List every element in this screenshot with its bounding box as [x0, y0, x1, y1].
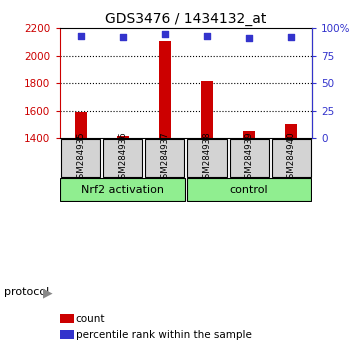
Text: GSM284940: GSM284940 [287, 131, 296, 184]
Bar [201, 81, 213, 138]
Text: protocol: protocol [4, 287, 49, 297]
FancyBboxPatch shape [187, 178, 312, 201]
Bar [285, 124, 297, 138]
FancyBboxPatch shape [61, 139, 100, 177]
Point [246, 35, 252, 41]
Point [78, 33, 83, 39]
Bar [243, 131, 255, 138]
Text: percentile rank within the sample: percentile rank within the sample [76, 330, 252, 339]
Bar [75, 112, 87, 138]
FancyBboxPatch shape [145, 139, 184, 177]
FancyBboxPatch shape [271, 139, 311, 177]
Bar [159, 41, 171, 138]
Point [288, 34, 294, 40]
Text: Nrf2 activation: Nrf2 activation [81, 184, 164, 195]
Text: GSM284939: GSM284939 [245, 132, 253, 184]
Text: ▶: ▶ [43, 287, 52, 299]
Point [120, 34, 126, 40]
Text: count: count [76, 314, 105, 324]
FancyBboxPatch shape [103, 139, 142, 177]
FancyBboxPatch shape [60, 178, 185, 201]
Bar [117, 136, 129, 138]
Text: GSM284935: GSM284935 [76, 131, 85, 184]
FancyBboxPatch shape [230, 139, 269, 177]
Title: GDS3476 / 1434132_at: GDS3476 / 1434132_at [105, 12, 267, 26]
FancyBboxPatch shape [187, 139, 227, 177]
Point [162, 31, 168, 37]
Text: GSM284936: GSM284936 [118, 131, 127, 184]
Text: control: control [230, 184, 268, 195]
Text: GSM284938: GSM284938 [203, 131, 212, 184]
Point [204, 33, 210, 39]
Text: GSM284937: GSM284937 [160, 131, 169, 184]
